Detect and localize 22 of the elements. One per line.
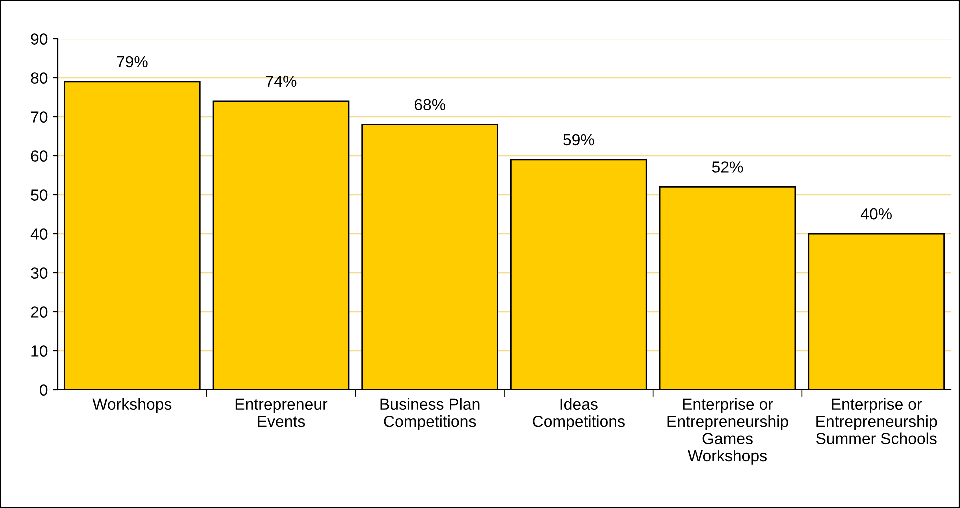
- y-tick-label: 70: [31, 112, 48, 123]
- y-tick-label: 10: [32, 346, 48, 357]
- y-tick-label: 40: [30, 228, 48, 240]
- y-tick-label: 60: [31, 150, 48, 162]
- data-label: 59%: [564, 134, 594, 146]
- data-label: 74%: [266, 76, 297, 88]
- x-tick-label: Enterprise or Entrepreneurship Summer Schools: [816, 398, 938, 444]
- y-tick-label: 20: [31, 306, 48, 318]
- y-tick-label: 0: [40, 384, 48, 396]
- x-tick-label: Workshops: [92, 398, 172, 414]
- data-label: 68%: [414, 99, 446, 111]
- data-label: 52%: [712, 162, 744, 173]
- x-tick-label: Business Plan Competitions: [380, 398, 480, 430]
- y-tick-label: 80: [31, 72, 48, 84]
- y-tick-label: 90: [31, 34, 48, 45]
- x-tick-label: Enterprise or Entrepreneurship Games Workshops: [668, 398, 788, 465]
- data-label: 79%: [117, 56, 148, 68]
- y-tick-label: 50: [31, 190, 48, 201]
- y-tick-label: 30: [31, 268, 48, 279]
- data-label: 40%: [860, 208, 892, 220]
- x-tick-label: Entrepreneur Events: [236, 398, 328, 428]
- x-tick-label: Ideas Competitions: [533, 398, 625, 430]
